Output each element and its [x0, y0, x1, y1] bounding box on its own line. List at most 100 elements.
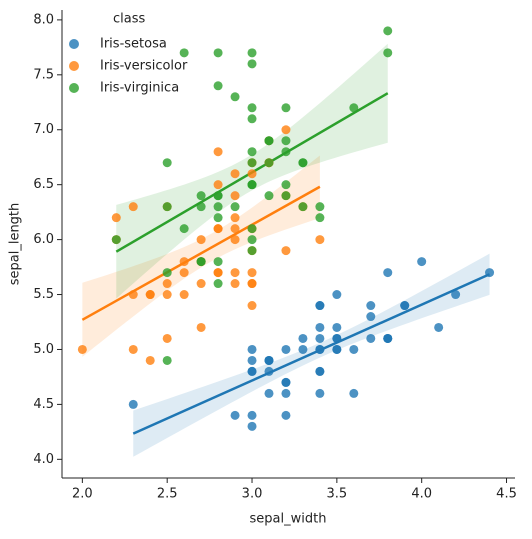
point — [230, 268, 240, 278]
point — [366, 312, 376, 322]
point — [247, 410, 257, 420]
point — [213, 48, 223, 58]
point — [111, 235, 121, 245]
point — [383, 268, 393, 278]
point — [315, 213, 325, 223]
point — [162, 290, 172, 300]
point — [145, 290, 155, 300]
point — [298, 344, 308, 354]
point — [230, 202, 240, 212]
y-tick-label: 6.0 — [33, 232, 54, 247]
point — [111, 213, 121, 223]
point — [196, 202, 206, 212]
point — [417, 257, 427, 267]
point — [281, 344, 291, 354]
point — [383, 26, 393, 36]
point — [230, 235, 240, 245]
point — [247, 235, 257, 245]
point — [128, 290, 138, 300]
point — [213, 180, 223, 190]
point — [332, 333, 342, 343]
regression-line — [132, 273, 491, 435]
x-tick-label: 3.0 — [242, 487, 263, 502]
point — [247, 158, 257, 168]
point — [247, 246, 257, 256]
point — [128, 399, 138, 409]
point — [315, 301, 325, 311]
point — [349, 388, 359, 398]
point — [230, 92, 240, 102]
point — [230, 224, 240, 234]
point — [213, 202, 223, 212]
point — [213, 257, 223, 267]
point — [281, 147, 291, 157]
y-axis-label: sepal_length — [8, 203, 23, 286]
point — [247, 301, 257, 311]
point — [247, 48, 257, 58]
point — [213, 191, 223, 201]
point — [264, 158, 274, 168]
point — [281, 125, 291, 135]
point — [230, 213, 240, 223]
point — [213, 213, 223, 223]
point — [213, 147, 223, 157]
legend-marker — [69, 83, 79, 93]
point — [332, 344, 342, 354]
point — [264, 191, 274, 201]
x-tick-label: 4.0 — [411, 487, 432, 502]
point — [332, 322, 342, 332]
point — [230, 410, 240, 420]
y-tick-label: 7.5 — [33, 67, 54, 82]
point — [281, 136, 291, 146]
point — [247, 279, 257, 289]
y-tick-label: 6.5 — [33, 177, 54, 192]
point — [281, 191, 291, 201]
point — [162, 279, 172, 289]
point — [196, 191, 206, 201]
y-tick-label: 5.0 — [33, 342, 54, 357]
point — [179, 268, 189, 278]
point — [383, 48, 393, 58]
point — [196, 257, 206, 267]
x-tick-label: 2.0 — [72, 487, 93, 502]
legend-marker — [69, 61, 79, 71]
regression-line — [81, 185, 321, 321]
point — [213, 224, 223, 234]
point — [264, 355, 274, 365]
point — [247, 103, 257, 113]
point — [298, 158, 308, 168]
point — [366, 333, 376, 343]
legend-label: Iris-setosa — [100, 37, 167, 52]
point — [247, 114, 257, 124]
point — [247, 344, 257, 354]
point — [230, 169, 240, 179]
point — [196, 279, 206, 289]
point — [77, 344, 87, 354]
point — [332, 290, 342, 300]
point — [281, 246, 291, 256]
point — [264, 366, 274, 376]
point — [213, 268, 223, 278]
legend-label: Iris-virginica — [100, 81, 179, 96]
point — [247, 355, 257, 365]
point — [315, 344, 325, 354]
point — [315, 388, 325, 398]
point — [298, 202, 308, 212]
point — [247, 169, 257, 179]
point — [315, 322, 325, 332]
confidence-band — [82, 155, 320, 357]
point — [128, 344, 138, 354]
point — [179, 257, 189, 267]
point — [349, 103, 359, 113]
point — [128, 202, 138, 212]
point — [213, 279, 223, 289]
point — [247, 59, 257, 69]
y-tick-label: 5.5 — [33, 287, 54, 302]
x-axis-label: sepal_width — [250, 512, 327, 527]
legend-label: Iris-versicolor — [100, 59, 188, 74]
point — [247, 180, 257, 190]
point — [315, 202, 325, 212]
point — [230, 279, 240, 289]
point — [383, 333, 393, 343]
point — [230, 191, 240, 201]
